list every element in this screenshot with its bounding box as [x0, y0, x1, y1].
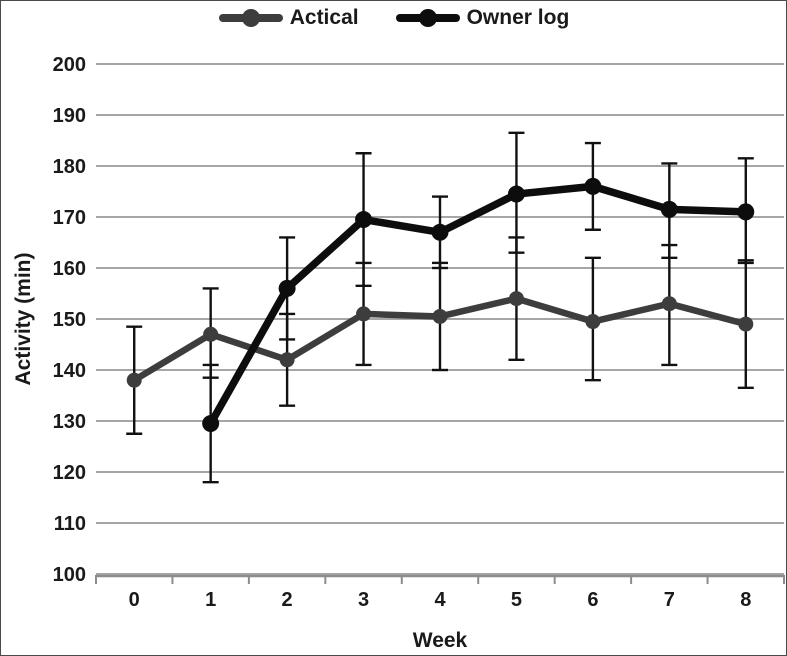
data-point-marker: [431, 223, 449, 241]
y-tick-label: 100: [53, 564, 86, 586]
data-point-marker: [737, 203, 755, 221]
data-point-marker: [661, 296, 677, 312]
x-tick-label: 1: [205, 589, 216, 611]
data-point-marker: [585, 314, 601, 330]
y-tick-label: 200: [53, 54, 86, 76]
data-point-marker: [278, 279, 296, 297]
data-point-marker: [584, 177, 602, 195]
legend-label-owner-log: Owner log: [466, 6, 570, 29]
x-tick-label: 8: [740, 589, 751, 611]
legend-item-actical: Actical: [218, 5, 359, 31]
data-point-marker: [738, 316, 754, 332]
x-tick-label: 0: [129, 589, 140, 611]
x-tick-label: 7: [664, 589, 675, 611]
data-point-marker: [355, 211, 373, 229]
actical-line-marker-icon: [218, 9, 283, 27]
y-axis-title: Activity (min): [12, 252, 35, 386]
x-tick-label: 2: [282, 589, 293, 611]
y-tick-label: 120: [53, 462, 86, 484]
y-tick-label: 160: [53, 258, 86, 280]
chart-legend: Actical Owner log: [1, 2, 786, 34]
y-tick-label: 170: [53, 207, 86, 229]
data-point-marker: [203, 326, 219, 342]
x-tick-label: 4: [434, 589, 446, 611]
y-tick-label: 130: [53, 411, 86, 433]
y-tick-label: 180: [53, 156, 86, 178]
x-tick-label: 3: [358, 589, 369, 611]
data-point-marker: [279, 352, 295, 368]
data-point-marker: [507, 185, 525, 203]
owner-log-line-marker-icon: [395, 9, 460, 27]
data-point-marker: [660, 200, 678, 218]
data-point-marker: [126, 372, 142, 388]
data-point-marker: [356, 306, 372, 322]
data-point-marker: [508, 291, 524, 307]
x-tick-label: 5: [511, 589, 522, 611]
series-line-owner-log: [206, 182, 750, 428]
y-tick-label: 140: [53, 360, 86, 382]
y-tick-label: 150: [53, 309, 86, 331]
legend-label-actical: Actical: [289, 6, 359, 29]
x-axis-title: Week: [412, 629, 468, 652]
legend-item-owner-log: Owner log: [395, 5, 570, 31]
y-tick-label: 110: [54, 513, 86, 535]
y-tick-label: 190: [53, 105, 86, 127]
data-point-marker: [432, 308, 448, 324]
data-point-marker: [202, 415, 220, 433]
x-tick-label: 6: [587, 589, 598, 611]
